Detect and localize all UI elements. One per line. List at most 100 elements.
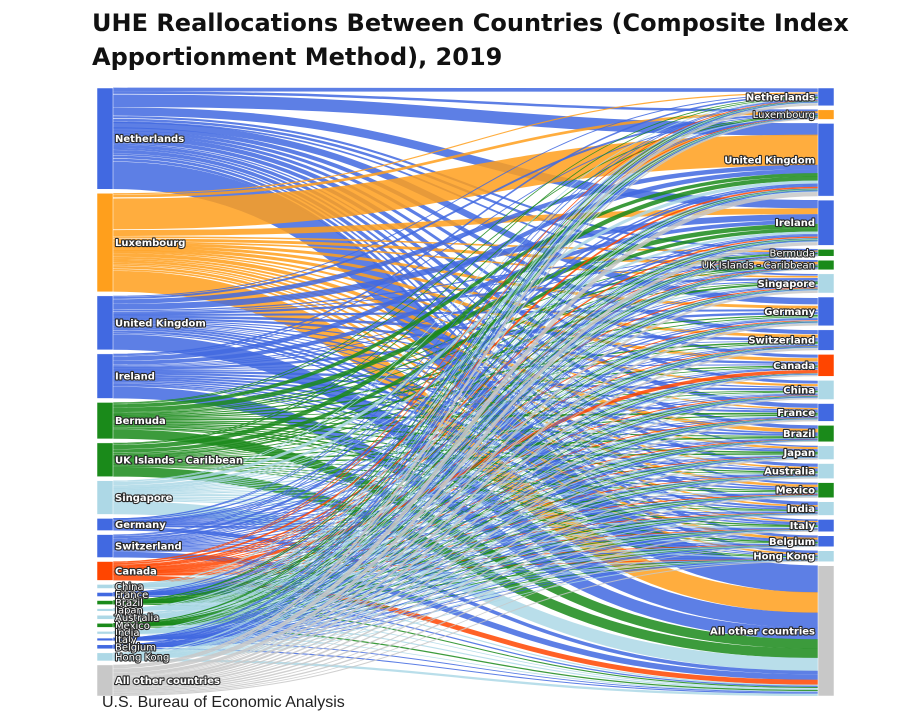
- flow-link: [112, 103, 819, 668]
- source-node-label: Australia: [115, 613, 159, 624]
- source-node-bar: [96, 631, 114, 635]
- flow-link: [112, 280, 819, 368]
- target-node-bar: [817, 501, 835, 516]
- source-node-label: France: [115, 590, 148, 601]
- source-node-label: Switzerland: [115, 542, 182, 553]
- source-node-bar: [96, 644, 114, 650]
- flow-link: [112, 191, 819, 655]
- target-node-bar: [817, 123, 835, 197]
- source-node-label: Luxembourg: [115, 238, 185, 249]
- flow-link: [112, 474, 819, 549]
- flow-link: [112, 398, 819, 686]
- flow-link: [112, 96, 819, 404]
- flow-link: [112, 288, 819, 595]
- country-nodes: [96, 87, 835, 697]
- source-node-bar: [96, 584, 114, 589]
- flow-link: [112, 189, 819, 610]
- source-node-label: UK Islands - Caribbean: [115, 455, 243, 466]
- flow-link: [112, 238, 819, 610]
- source-node-bar: [96, 402, 114, 440]
- flow-link: [112, 267, 819, 522]
- target-node-label: Netherlands: [746, 92, 815, 103]
- flow-link: [112, 314, 819, 417]
- target-node-label: Hong Kong: [753, 552, 815, 563]
- flow-link: [112, 267, 819, 542]
- flow-link: [112, 115, 819, 445]
- flow-link: [112, 418, 819, 634]
- target-node-label: Japan: [783, 448, 816, 459]
- flow-link: [112, 99, 819, 536]
- flow-link: [112, 93, 819, 297]
- flow-link: [112, 267, 819, 567]
- flow-link: [112, 189, 819, 625]
- flow-link: [112, 476, 819, 640]
- flow-link: [112, 191, 819, 673]
- source-node-label: China: [115, 582, 144, 593]
- source-node-bar: [96, 193, 114, 293]
- target-node-label: Germany: [764, 307, 815, 318]
- flow-link: [112, 285, 819, 523]
- source-node-bar: [96, 442, 114, 477]
- flow-link: [112, 514, 819, 693]
- flow-link: [112, 530, 819, 695]
- target-node-label: Singapore: [758, 279, 816, 290]
- flow-link: [112, 101, 819, 593]
- flow-link: [112, 236, 819, 566]
- target-node-label: Canada: [773, 361, 815, 372]
- node-labels: Netherlands Luxembourg United Kingdom Irela…: [113, 91, 817, 688]
- flow-link: [112, 255, 819, 656]
- flow-link: [112, 176, 819, 450]
- source-node-label: Brazil: [115, 598, 143, 609]
- source-node-label: India: [115, 628, 140, 639]
- flow-link: [112, 94, 819, 356]
- flow-link: [112, 288, 819, 618]
- target-node-bar: [817, 87, 835, 107]
- flow-link: [112, 241, 819, 655]
- flow-link: [112, 127, 819, 335]
- source-node-bar: [96, 600, 114, 605]
- target-node-bar: [817, 199, 835, 246]
- flow-link: [112, 189, 819, 617]
- flow-link: [112, 560, 819, 696]
- source-node-bar: [96, 561, 114, 581]
- flow-link: [112, 529, 819, 634]
- flow-link: [112, 164, 819, 304]
- flow-link: [112, 242, 819, 677]
- flow-link: [112, 288, 819, 603]
- flow-link: [112, 324, 819, 470]
- flow-link: [112, 247, 819, 362]
- flow-link: [112, 322, 819, 640]
- flow-link: [112, 497, 819, 529]
- flow-link: [112, 495, 819, 658]
- flow-link: [112, 99, 819, 519]
- flow-link: [112, 153, 819, 522]
- flow-link: [112, 269, 819, 679]
- flow-link: [112, 190, 819, 646]
- target-node-label: Belgium: [769, 537, 815, 548]
- source-node-label: Canada: [115, 566, 157, 577]
- flow-link: [112, 496, 819, 692]
- target-node-bar: [817, 482, 835, 498]
- flow-link: [112, 117, 819, 563]
- source-node-label: Japan: [114, 605, 143, 616]
- source-node-label: Hong Kong: [115, 652, 169, 663]
- source-node-bar: [96, 592, 114, 597]
- flow-link: [112, 493, 819, 526]
- target-node-label: United Kingdom: [724, 155, 815, 166]
- target-node-bar: [817, 249, 835, 257]
- target-node-bar: [817, 259, 835, 271]
- source-node-bar: [96, 353, 114, 399]
- flow-link: [112, 476, 819, 658]
- source-node-bar: [96, 534, 114, 558]
- flow-link: [112, 277, 819, 315]
- target-node-label: Ireland: [775, 218, 815, 229]
- source-node-bar: [96, 652, 114, 662]
- flow-link: [112, 348, 819, 684]
- flow-link: [112, 457, 819, 690]
- target-node-label: China: [783, 385, 815, 396]
- target-node-bar: [817, 425, 835, 443]
- target-node-label: Australia: [764, 467, 815, 478]
- source-node-bar: [96, 87, 114, 190]
- target-node-bar: [817, 463, 835, 479]
- source-node-label: Italy: [115, 635, 137, 646]
